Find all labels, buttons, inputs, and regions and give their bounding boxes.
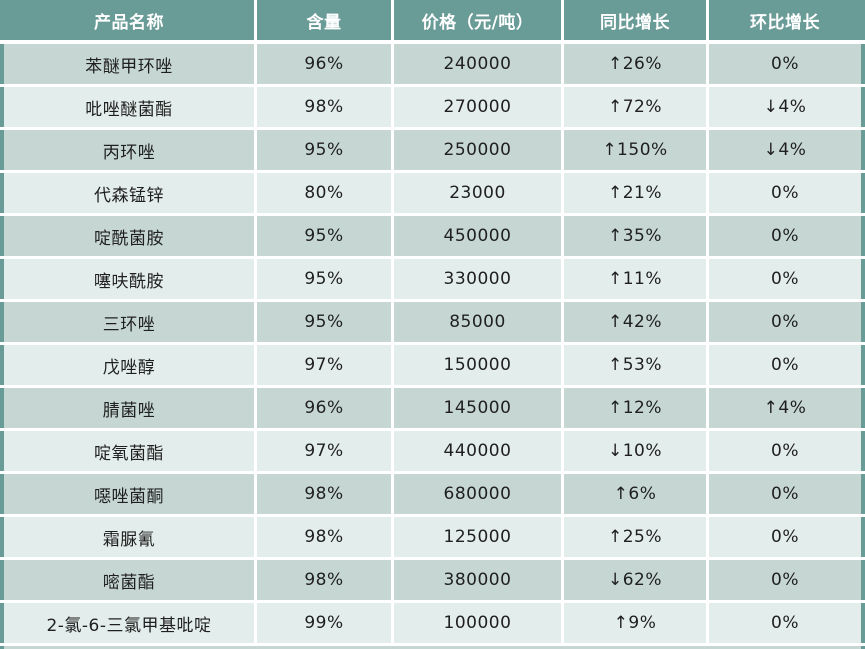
mom-growth-cell: 0% bbox=[709, 431, 861, 471]
header-content: 含量 bbox=[257, 0, 391, 40]
table-row: 噁唑菌酮 98% 680000 ↑6% 0% bbox=[0, 474, 865, 514]
content-cell: 96% bbox=[257, 388, 391, 428]
mom-growth-cell: ↑4% bbox=[709, 388, 861, 428]
product-name-cell: 吡唑醚菌酯 bbox=[4, 87, 254, 127]
product-name-cell: 戊唑醇 bbox=[4, 345, 254, 385]
mom-growth-cell: ↓4% bbox=[709, 130, 861, 170]
price-cell: 270000 bbox=[394, 87, 561, 127]
content-cell: 95% bbox=[257, 216, 391, 256]
price-cell: 85000 bbox=[394, 302, 561, 342]
price-cell: 380000 bbox=[394, 560, 561, 600]
content-cell: 98% bbox=[257, 474, 391, 514]
product-name-cell: 三环唑 bbox=[4, 302, 254, 342]
yoy-growth-cell: ↑25% bbox=[564, 517, 706, 557]
content-cell: 99% bbox=[257, 603, 391, 643]
mom-growth-cell: 0% bbox=[709, 259, 861, 299]
mom-growth-cell: 0% bbox=[709, 44, 861, 84]
product-name-cell: 嘧菌酯 bbox=[4, 560, 254, 600]
product-name-cell: 腈菌唑 bbox=[4, 388, 254, 428]
yoy-growth-cell: ↑72% bbox=[564, 87, 706, 127]
yoy-growth-cell: ↑21% bbox=[564, 173, 706, 213]
yoy-growth-cell: ↑11% bbox=[564, 259, 706, 299]
mom-growth-cell: 0% bbox=[709, 474, 861, 514]
table-row: 戊唑醇 97% 150000 ↑53% 0% bbox=[0, 345, 865, 385]
price-cell: 440000 bbox=[394, 431, 561, 471]
content-cell: 95% bbox=[257, 259, 391, 299]
header-mom-growth: 环比增长 bbox=[709, 0, 861, 40]
header-product-name: 产品名称 bbox=[4, 0, 254, 40]
content-cell: 95% bbox=[257, 302, 391, 342]
table-row: 丙环唑 95% 250000 ↑150% ↓4% bbox=[0, 130, 865, 170]
yoy-growth-cell: ↑6% bbox=[564, 474, 706, 514]
table-body: 苯醚甲环唑 96% 240000 ↑26% 0% 吡唑醚菌酯 98% 270000 ↑72% ↓4… bbox=[0, 44, 865, 643]
content-cell: 98% bbox=[257, 87, 391, 127]
content-cell: 95% bbox=[257, 130, 391, 170]
table-row: 嘧菌酯 98% 380000 ↓62% 0% bbox=[0, 560, 865, 600]
table-row: 腈菌唑 96% 145000 ↑12% ↑4% bbox=[0, 388, 865, 428]
yoy-growth-cell: ↓62% bbox=[564, 560, 706, 600]
yoy-growth-cell: ↑53% bbox=[564, 345, 706, 385]
product-name-cell: 啶氧菌酯 bbox=[4, 431, 254, 471]
header-yoy-growth: 同比增长 bbox=[564, 0, 706, 40]
yoy-growth-cell: ↓10% bbox=[564, 431, 706, 471]
price-cell: 150000 bbox=[394, 345, 561, 385]
yoy-growth-cell: ↑150% bbox=[564, 130, 706, 170]
table-row: 代森锰锌 80% 23000 ↑21% 0% bbox=[0, 173, 865, 213]
price-cell: 145000 bbox=[394, 388, 561, 428]
product-name-cell: 2-氯-6-三氯甲基吡啶 bbox=[4, 603, 254, 643]
next-row-partial-sliver bbox=[0, 646, 865, 649]
mom-growth-cell: 0% bbox=[709, 302, 861, 342]
mom-growth-cell: 0% bbox=[709, 173, 861, 213]
price-cell: 240000 bbox=[394, 44, 561, 84]
table-header-row: 产品名称 含量 价格（元/吨） 同比增长 环比增长 bbox=[0, 0, 865, 40]
product-name-cell: 苯醚甲环唑 bbox=[4, 44, 254, 84]
yoy-growth-cell: ↑26% bbox=[564, 44, 706, 84]
product-name-cell: 丙环唑 bbox=[4, 130, 254, 170]
table-row: 三环唑 95% 85000 ↑42% 0% bbox=[0, 302, 865, 342]
product-name-cell: 啶酰菌胺 bbox=[4, 216, 254, 256]
header-price-yuan-per-ton: 价格（元/吨） bbox=[394, 0, 561, 40]
product-name-cell: 噁唑菌酮 bbox=[4, 474, 254, 514]
price-cell: 330000 bbox=[394, 259, 561, 299]
product-name-cell: 噻呋酰胺 bbox=[4, 259, 254, 299]
yoy-growth-cell: ↑12% bbox=[564, 388, 706, 428]
table-row: 2-氯-6-三氯甲基吡啶 99% 100000 ↑9% 0% bbox=[0, 603, 865, 643]
product-name-cell: 霜脲氰 bbox=[4, 517, 254, 557]
table-row: 霜脲氰 98% 125000 ↑25% 0% bbox=[0, 517, 865, 557]
content-cell: 97% bbox=[257, 345, 391, 385]
content-cell: 97% bbox=[257, 431, 391, 471]
content-cell: 98% bbox=[257, 517, 391, 557]
mom-growth-cell: 0% bbox=[709, 560, 861, 600]
table-row: 啶氧菌酯 97% 440000 ↓10% 0% bbox=[0, 431, 865, 471]
price-cell: 680000 bbox=[394, 474, 561, 514]
mom-growth-cell: 0% bbox=[709, 603, 861, 643]
price-cell: 125000 bbox=[394, 517, 561, 557]
mom-growth-cell: 0% bbox=[709, 345, 861, 385]
price-cell: 23000 bbox=[394, 173, 561, 213]
price-cell: 250000 bbox=[394, 130, 561, 170]
table-row: 吡唑醚菌酯 98% 270000 ↑72% ↓4% bbox=[0, 87, 865, 127]
yoy-growth-cell: ↑42% bbox=[564, 302, 706, 342]
mom-growth-cell: 0% bbox=[709, 216, 861, 256]
mom-growth-cell: 0% bbox=[709, 517, 861, 557]
table-row: 苯醚甲环唑 96% 240000 ↑26% 0% bbox=[0, 44, 865, 84]
yoy-growth-cell: ↑35% bbox=[564, 216, 706, 256]
mom-growth-cell: ↓4% bbox=[709, 87, 861, 127]
price-cell: 100000 bbox=[394, 603, 561, 643]
table-row: 啶酰菌胺 95% 450000 ↑35% 0% bbox=[0, 216, 865, 256]
content-cell: 96% bbox=[257, 44, 391, 84]
product-name-cell: 代森锰锌 bbox=[4, 173, 254, 213]
table-row: 噻呋酰胺 95% 330000 ↑11% 0% bbox=[0, 259, 865, 299]
content-cell: 80% bbox=[257, 173, 391, 213]
content-cell: 98% bbox=[257, 560, 391, 600]
yoy-growth-cell: ↑9% bbox=[564, 603, 706, 643]
price-cell: 450000 bbox=[394, 216, 561, 256]
